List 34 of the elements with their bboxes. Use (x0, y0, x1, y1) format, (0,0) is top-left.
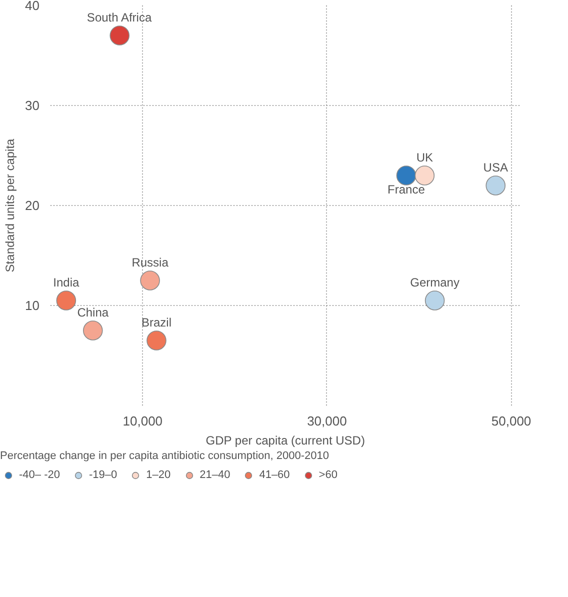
annotation: UK (416, 150, 433, 164)
y-axis-title: Standard units per capita (3, 138, 18, 272)
legend-label: 21–40 (200, 469, 230, 481)
legend-label: -40– -20 (19, 469, 60, 481)
annotation: India (53, 276, 80, 290)
point (140, 270, 160, 290)
legend-label: 41–60 (259, 469, 290, 481)
point (424, 290, 445, 310)
y-tick-label: 30 (25, 98, 40, 113)
legend-label: -19–0 (88, 469, 118, 481)
point (110, 26, 130, 46)
point (56, 290, 76, 310)
annotation: Germany (410, 276, 460, 290)
x-tick-label: 30,000 (307, 414, 347, 428)
annotation: South Africa (86, 10, 152, 24)
y-tick-label: 20 (25, 198, 40, 213)
annotation: Brazil (141, 316, 172, 330)
point (486, 176, 506, 196)
annotation: Russia (132, 256, 169, 270)
point (146, 330, 166, 350)
legend-title: Percentage change in per capita antibiotic consumption, 2000-2010 (0, 450, 330, 462)
annotation: France (388, 182, 426, 196)
legend-label: 1–20 (146, 469, 171, 481)
legend-label: >60 (318, 469, 338, 481)
annotation: USA (483, 160, 508, 174)
annotation: China (77, 306, 109, 320)
y-tick-label: 10 (25, 298, 40, 313)
x-tick-label: 10,000 (122, 414, 163, 428)
point (82, 320, 103, 340)
point (414, 166, 435, 186)
x-axis-title: GDP per capita (current USD) (206, 434, 365, 448)
y-tick-label: 40 (25, 0, 40, 13)
point (396, 166, 416, 186)
x-tick-label: 50,000 (491, 414, 532, 428)
